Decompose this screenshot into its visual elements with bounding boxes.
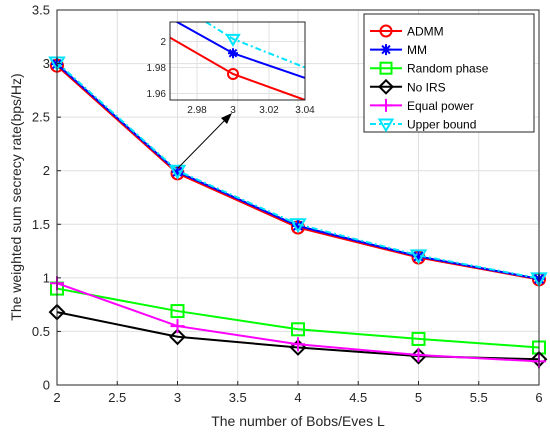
x-tick-label-3: 3.5 — [229, 390, 247, 405]
series-random-phase — [50, 281, 546, 355]
point-mm-1 — [171, 165, 184, 178]
series-layer — [48, 56, 548, 369]
legend-label-upper-bound: Upper bound — [407, 118, 476, 132]
point-equal-power-3 — [411, 348, 426, 362]
inset-point-mm-0 — [228, 48, 238, 59]
legend-entry-random-phase: Random phase — [370, 62, 489, 76]
point-mm-3 — [412, 250, 425, 263]
legend-marker-random-phase — [379, 61, 393, 75]
legend-entry-no-irs: No IRS — [370, 78, 446, 95]
point-mm-2 — [292, 219, 304, 232]
legend: ADMM MM Random phase No IRS Equal power Upper… — [363, 13, 535, 133]
y-tick-label-1: 0.5 — [32, 324, 50, 339]
inset-y-tick-2: 2 — [160, 37, 166, 48]
inset-lines — [170, 22, 305, 100]
legend-marker-no-irs — [378, 78, 394, 95]
x-axis-label: The number of Bobs/Eves L — [211, 413, 385, 429]
inset-point-admm-0 — [227, 68, 239, 80]
point-equal-power-2 — [291, 337, 305, 352]
point-equal-power-1 — [170, 319, 185, 334]
point-upper-bound-2 — [289, 218, 307, 234]
point-upper-bound-1 — [168, 164, 187, 180]
y-tick-label-2: 1 — [43, 270, 50, 285]
x-tick-label-4: 4 — [294, 390, 301, 405]
inset-line-upper-bound — [205, 22, 305, 69]
legend-label-admm: ADMM — [407, 25, 444, 39]
tick-labels: 2 2.5 3 3.5 4 4.5 5 5.5 6 0 0.5 1 1.5 2 2.5 3 3.5 — [32, 3, 543, 406]
x-tick-label-5: 4.5 — [349, 390, 367, 405]
legend-label-equal-power: Equal power — [407, 99, 474, 113]
y-tick-label-4: 2 — [43, 163, 50, 178]
legend-label-random-phase: Random phase — [407, 62, 489, 76]
inset-point-upper-bound-0 — [225, 33, 241, 47]
inset-x-tick-2: 3.02 — [259, 105, 279, 116]
y-tick-label-6: 3 — [43, 56, 50, 71]
inset-x-tick-3: 3.04 — [295, 105, 315, 116]
inset-y-tick-0: 1.96 — [147, 89, 167, 100]
x-tick-label-7: 5.5 — [470, 390, 488, 405]
x-tick-label-8: 6 — [535, 390, 542, 405]
point-upper-bound-3 — [409, 249, 428, 265]
legend-entry-mm: MM — [370, 43, 427, 57]
series-line-upper-bound — [56, 61, 540, 280]
y-tick-label-5: 2.5 — [32, 110, 50, 125]
y-tick-label-7: 3.5 — [32, 3, 50, 18]
legend-entry-upper-bound: Upper bound — [370, 118, 476, 133]
point-random-phase-2 — [291, 322, 305, 337]
series-line-random-phase — [56, 287, 540, 349]
inset-series — [170, 22, 305, 100]
legend-label-mm: MM — [407, 43, 427, 57]
point-random-phase-3 — [411, 331, 426, 346]
x-tick-label-1: 2.5 — [108, 390, 126, 405]
x-tick-label-2: 3 — [174, 390, 181, 405]
inset-y-tick-1: 1.98 — [147, 63, 167, 74]
legend-marker-admm — [379, 24, 393, 38]
x-tick-label-6: 5 — [415, 390, 422, 405]
inset-x-tick-1: 3 — [230, 105, 236, 116]
zoom-arrow — [177, 113, 232, 169]
x-tick-label-0: 2 — [53, 390, 60, 405]
point-no-irs-1 — [169, 328, 186, 346]
inset-frame — [169, 21, 306, 101]
zoom-inset: 2.98 3 3.02 3.04 1.96 1.98 2 — [147, 21, 316, 116]
legend-marker-upper-bound — [377, 118, 395, 133]
y-tick-label-3: 1.5 — [32, 217, 50, 232]
y-tick-label-0: 0 — [43, 378, 50, 393]
legend-marker-mm — [380, 44, 392, 56]
inset-x-tick-0: 2.98 — [187, 105, 207, 116]
point-random-phase-1 — [170, 304, 185, 319]
y-axis-label: The weighted sum secrecy rate(bps/Hz) — [8, 73, 24, 320]
legend-entry-admm: ADMM — [370, 24, 444, 39]
legend-marker-equal-power — [379, 98, 393, 112]
inset-line-admm — [170, 36, 305, 100]
legend-label-no-irs: No IRS — [407, 80, 446, 94]
inset-tick-labels: 2.98 3 3.02 3.04 1.96 1.98 2 — [147, 37, 316, 116]
legend-entry-equal-power: Equal power — [370, 98, 474, 113]
